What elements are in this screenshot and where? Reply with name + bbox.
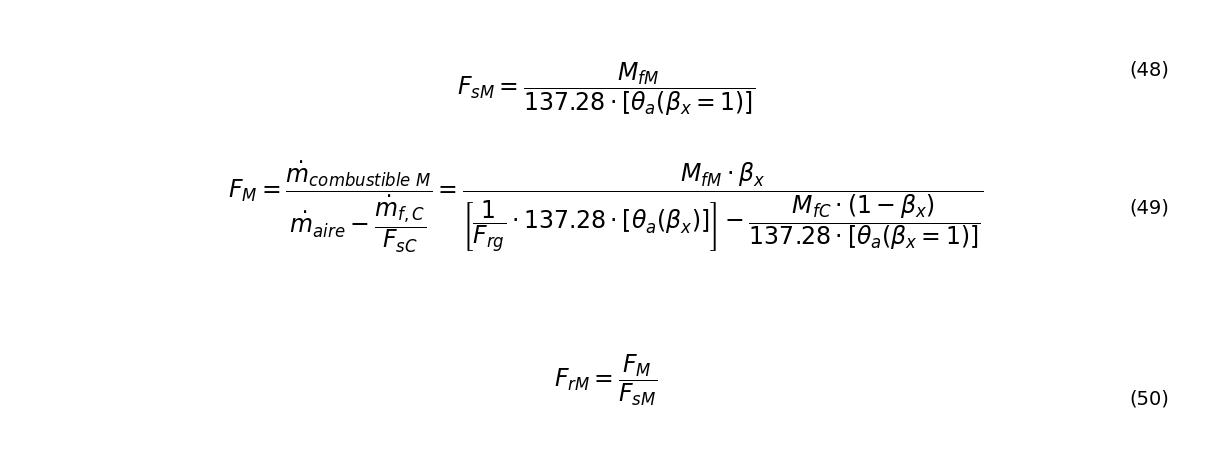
Text: (50): (50) [1130,389,1170,408]
Text: (48): (48) [1130,60,1170,79]
Text: $F_M = \dfrac{\dot{m}_{combustible\ M}}{\dot{m}_{aire} - \dfrac{\dot{m}_{f,C}}{F: $F_M = \dfrac{\dot{m}_{combustible\ M}}{… [228,160,984,255]
Text: $F_{rM} = \dfrac{F_M}{F_{sM}}$: $F_{rM} = \dfrac{F_M}{F_{sM}}$ [554,352,658,408]
Text: $F_{sM} = \dfrac{M_{fM}}{137.28 \cdot [\theta_a(\beta_x = 1)]}$: $F_{sM} = \dfrac{M_{fM}}{137.28 \cdot [\… [457,60,755,118]
Text: (49): (49) [1130,198,1170,217]
